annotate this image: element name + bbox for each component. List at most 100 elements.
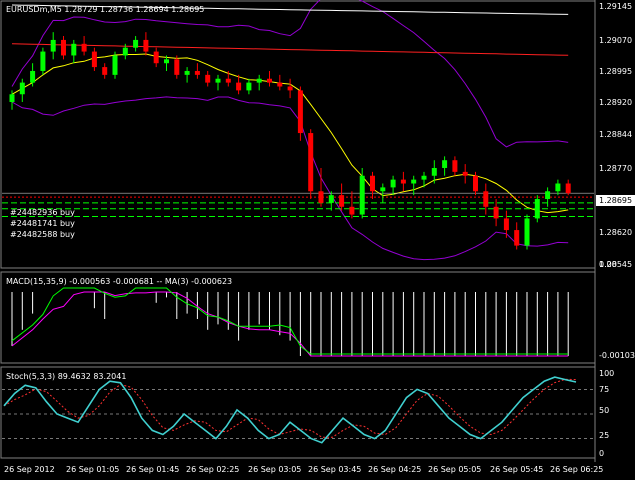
slow-ma-line xyxy=(11,43,569,56)
time-label: 26 Sep 04:25 xyxy=(368,465,421,474)
candle-body xyxy=(277,82,283,87)
candle-body xyxy=(30,70,36,83)
bollinger-upper-line xyxy=(11,0,569,148)
candle-body xyxy=(236,82,242,91)
candle-body xyxy=(112,55,118,75)
price-tick: 1.28545 xyxy=(599,260,632,269)
candle-body xyxy=(545,191,551,200)
price-tick: 1.29145 xyxy=(599,2,632,11)
price-tick: 1.28770 xyxy=(599,164,632,173)
candle-body xyxy=(246,82,252,91)
candle-body xyxy=(462,171,468,176)
macd-layer xyxy=(11,287,569,357)
candle-body xyxy=(50,39,56,52)
candle-body xyxy=(473,175,478,192)
time-label: 26 Sep 02:25 xyxy=(186,465,239,474)
candle-body xyxy=(267,78,272,83)
candle-body xyxy=(91,51,97,68)
current-price-label: 1.28695 xyxy=(599,196,632,205)
candle-body xyxy=(71,43,77,56)
price-tick: 1.28620 xyxy=(599,228,632,237)
candle-body xyxy=(359,175,365,215)
candle-body xyxy=(194,70,200,75)
macd-info: MACD(15,35,9) -0.000563 -0.000681 -- MA(… xyxy=(6,277,232,286)
time-label: 26 Sep 03:45 xyxy=(308,465,361,474)
price-tick: 1.29070 xyxy=(599,36,632,45)
stoch-main-line xyxy=(3,376,577,444)
bollinger-lower-line xyxy=(11,96,569,261)
price-tick: 1.28995 xyxy=(599,67,632,76)
stoch-signal-line xyxy=(3,378,577,438)
candle-body xyxy=(555,183,561,192)
candle-body xyxy=(534,199,540,219)
candle-body xyxy=(297,90,303,134)
candle-body xyxy=(122,47,128,56)
candle-body xyxy=(9,94,15,103)
candle-body xyxy=(390,179,396,188)
candle-body xyxy=(400,179,406,184)
candle-body xyxy=(421,175,427,180)
candle-body xyxy=(411,179,417,184)
candle-body xyxy=(143,39,149,52)
time-label: 26 Sep 03:05 xyxy=(248,465,301,474)
stoch-tick: 25 xyxy=(599,431,609,440)
macd-signal-line xyxy=(11,291,569,357)
time-label: 26 Sep 2012 xyxy=(4,465,55,474)
candle-body xyxy=(153,51,159,64)
candle-body xyxy=(339,195,345,207)
candle-body xyxy=(370,175,375,192)
candle-body xyxy=(225,78,231,83)
stoch-tick: 100 xyxy=(599,369,614,378)
candle-body xyxy=(318,191,324,203)
candle-body xyxy=(565,183,571,194)
price-layer xyxy=(2,0,594,261)
candle-body xyxy=(524,218,530,246)
candle-body xyxy=(215,78,221,83)
stoch-tick: 50 xyxy=(599,406,609,415)
order-label-1[interactable]: #24482936 buy xyxy=(10,208,75,217)
candle-body xyxy=(102,67,108,75)
candle-body xyxy=(19,82,25,95)
candle-body xyxy=(503,218,509,231)
macd-tick: -0.00103 xyxy=(599,351,635,360)
candle-body xyxy=(184,70,190,75)
candle-body xyxy=(164,59,169,64)
stoch-tick: 0 xyxy=(599,449,604,458)
symbol-info: EURUSDm,M5 1.28729 1.28736 1.28694 1.286… xyxy=(6,5,204,14)
time-label: 26 Sep 05:05 xyxy=(428,465,481,474)
candle-body xyxy=(81,43,87,52)
candle-body xyxy=(256,78,262,83)
candle-body xyxy=(174,59,180,75)
candle-body xyxy=(493,206,499,219)
current-price-box xyxy=(596,195,635,206)
candle-body xyxy=(287,86,293,91)
candle-body xyxy=(205,74,211,83)
stoch-info: Stoch(5,3,3) 89.4632 83.2041 xyxy=(6,372,126,381)
candle-body xyxy=(328,195,334,203)
fast-ma-line xyxy=(11,53,569,214)
price-tick: 1.28920 xyxy=(599,98,632,107)
candle-body xyxy=(514,230,520,246)
long-ma-line xyxy=(11,4,569,15)
candle-body xyxy=(380,187,386,192)
time-label: 26 Sep 01:05 xyxy=(66,465,119,474)
time-label: 26 Sep 01:45 xyxy=(126,465,179,474)
stoch-layer xyxy=(2,376,594,444)
macd-main-line xyxy=(11,287,569,355)
stoch-tick: 75 xyxy=(599,385,609,394)
candle-body xyxy=(308,133,314,192)
time-label: 26 Sep 06:25 xyxy=(550,465,603,474)
candle-body xyxy=(483,191,489,207)
order-label-2[interactable]: #24481741 buy xyxy=(10,219,75,228)
candle-body xyxy=(442,160,448,168)
time-label: 26 Sep 05:45 xyxy=(490,465,543,474)
order-label-3[interactable]: #24482588 buy xyxy=(10,230,75,239)
candle-body xyxy=(349,206,355,215)
candle-body xyxy=(133,39,139,48)
candle-body xyxy=(431,167,437,176)
candle-body xyxy=(452,160,458,172)
candle-body xyxy=(61,39,66,56)
price-tick: 1.28844 xyxy=(599,130,632,139)
